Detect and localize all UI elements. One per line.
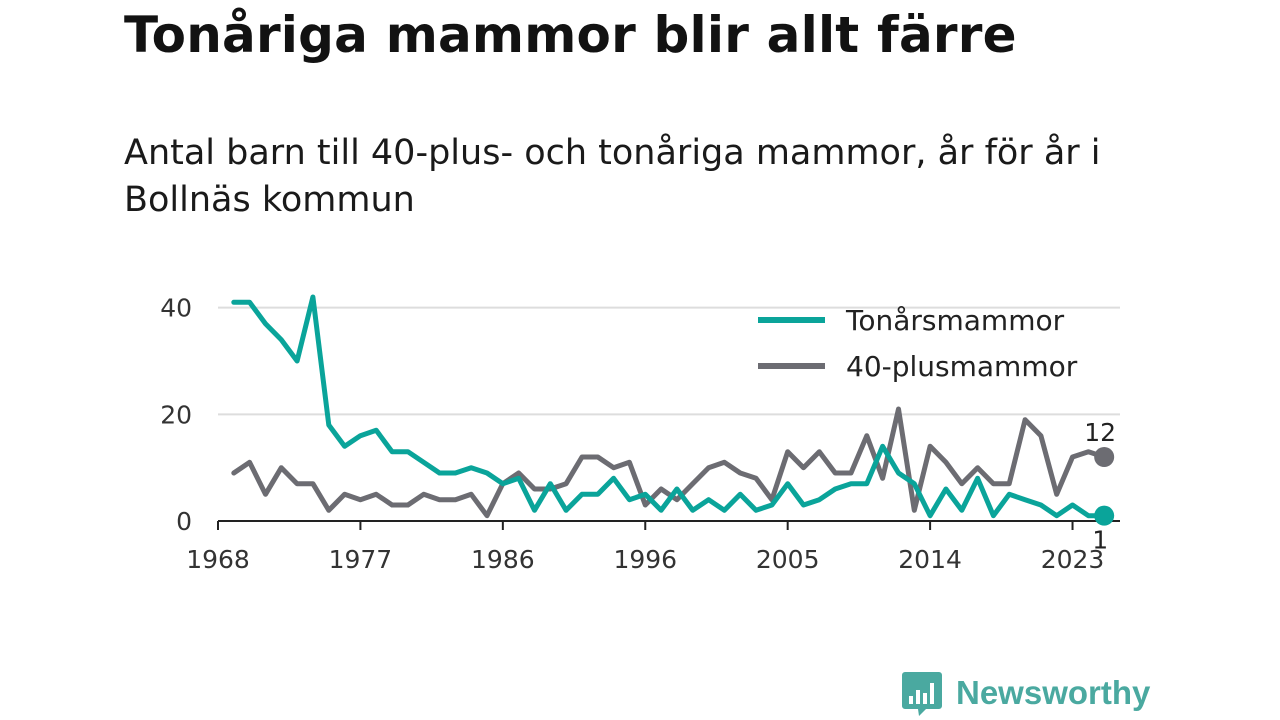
end-label-forty-plus: 12 — [1084, 418, 1116, 447]
legend: Tonårsmammor 40-plusmammor — [758, 304, 1078, 383]
x-tick-label: 1977 — [329, 545, 393, 574]
y-tick-label: 0 — [176, 507, 192, 536]
legend-label: Tonårsmammor — [845, 304, 1065, 337]
brand-logo: Newsworthy — [902, 668, 1150, 718]
y-tick-label: 40 — [160, 294, 192, 323]
legend-label: 40-plusmammor — [846, 350, 1078, 383]
chart-subtitle: Antal barn till 40-plus- och tonåriga ma… — [124, 133, 1101, 220]
x-tick-label: 2014 — [898, 545, 962, 574]
series-line-teen — [231, 294, 1107, 519]
x-tick-label: 2023 — [1041, 545, 1105, 574]
gridlines — [218, 306, 1120, 416]
end-point-teen — [1094, 505, 1115, 526]
axes: 0 20 40 1968 1977 1986 1996 2005 2014 2023 — [160, 294, 1120, 574]
series-lines: 12 1 — [231, 294, 1116, 555]
chart-title: Tonåriga mammor blir allt färre — [124, 6, 1017, 64]
y-tick-label: 20 — [160, 400, 192, 429]
end-point-forty-plus — [1094, 447, 1115, 467]
bar-chart-speech-bubble-icon — [902, 672, 942, 716]
end-label-teen: 1 — [1092, 526, 1108, 555]
series-line-forty-plus — [231, 406, 1107, 519]
x-tick-label: 1986 — [471, 545, 535, 574]
brand-name: Newsworthy — [956, 674, 1151, 711]
x-tick-label: 1968 — [186, 545, 250, 574]
x-tick-label: 1996 — [613, 545, 677, 574]
x-tick-label: 2005 — [756, 545, 820, 574]
